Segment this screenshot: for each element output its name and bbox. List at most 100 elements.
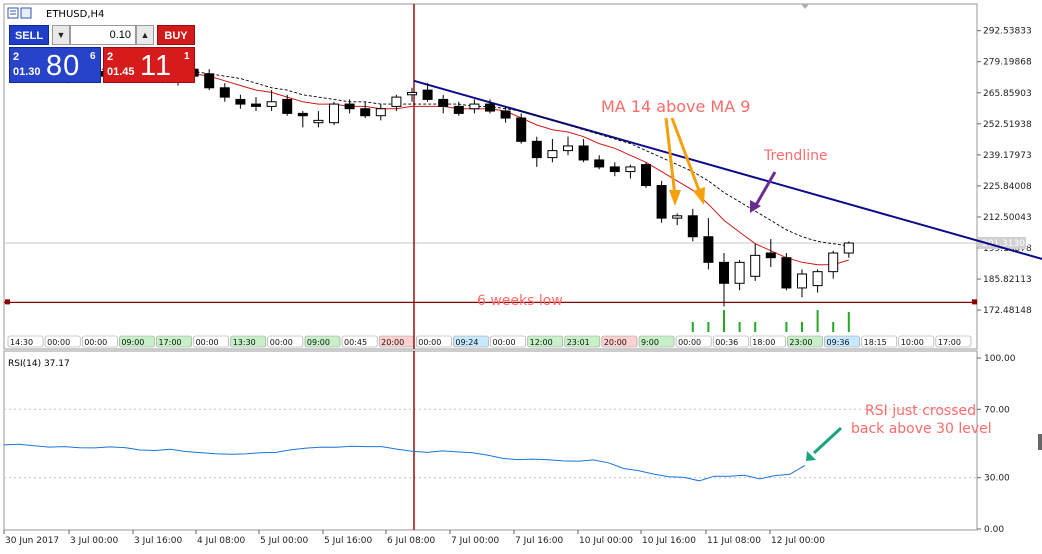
- candle-body: [719, 261, 729, 284]
- ask-price-prefix-top: 2: [107, 51, 114, 63]
- candle: [843, 241, 854, 258]
- candle-body: [266, 101, 277, 107]
- lot-size-input[interactable]: [70, 25, 136, 45]
- candle: [563, 136, 573, 156]
- candle-body: [563, 145, 573, 152]
- time-tick-label: 5 Jul 00:00: [260, 536, 309, 546]
- time-strip-chip: [638, 335, 675, 348]
- time-tick-label: 10 Jul 16:00: [642, 536, 696, 546]
- candle-body: [578, 145, 589, 161]
- candle: [609, 162, 620, 177]
- candle: [750, 243, 761, 281]
- ask-price-superscript: 1: [184, 51, 190, 62]
- teal-arrow: [806, 426, 843, 461]
- candle: [485, 99, 495, 114]
- time-strip-label: 00:45: [344, 338, 367, 347]
- candle: [516, 113, 527, 144]
- candle-body: [516, 117, 527, 142]
- triangle-up-icon: ▲: [140, 30, 150, 40]
- candle-body: [641, 164, 651, 187]
- candle-body: [531, 140, 542, 159]
- sell-button[interactable]: SELL: [9, 25, 49, 45]
- time-strip-chip: [156, 335, 192, 348]
- candle-body: [765, 252, 776, 259]
- time-tick-label: 3 Jul 00:00: [70, 536, 119, 546]
- panel-resize-handle[interactable]: [1038, 434, 1042, 450]
- candle: [282, 94, 293, 116]
- candle: [687, 208, 698, 242]
- price-tick-label: 252.51938: [983, 120, 1032, 130]
- one-click-trading-marker: [801, 4, 809, 9]
- candle-body: [375, 108, 386, 117]
- rsi-axis: 100.00 70.00 30.00 0.00: [4, 354, 1016, 535]
- candle-body: [625, 166, 636, 173]
- time-strip-chip: [861, 335, 898, 348]
- candle-body: [687, 215, 698, 238]
- time-strip-chip: [527, 335, 564, 348]
- time-strip-label: 14:30: [10, 338, 33, 347]
- bid-price-box[interactable]: 2 01.30 80 6: [9, 47, 101, 83]
- bid-price-prefix-top: 2: [13, 51, 20, 63]
- candle-body: [422, 89, 433, 100]
- candle-body: [703, 236, 714, 263]
- time-strip-label: 23:01: [567, 338, 590, 347]
- orange-arrow-1: [664, 117, 681, 206]
- candle: [703, 218, 714, 270]
- ask-price-box[interactable]: 2 01.45 11 1: [103, 47, 195, 83]
- candle-body: [251, 103, 261, 107]
- candle-body: [438, 98, 449, 107]
- candle: [407, 87, 417, 102]
- price-axis: 292.53833 279.19868 265.85903 252.51938 239.…: [4, 27, 1032, 316]
- time-strip-label: 9:00: [641, 338, 659, 347]
- candle-body: [812, 271, 823, 287]
- time-strip-label: 17:00: [158, 338, 181, 347]
- candle: [547, 138, 558, 163]
- candle-body: [609, 166, 620, 173]
- time-strip-chip: [267, 335, 304, 348]
- time-strip-chip: [712, 335, 749, 348]
- time-strip-label: 00:00: [678, 338, 701, 347]
- lot-decrease-button[interactable]: ▼: [52, 25, 70, 45]
- rsi-tick-label: 0.00: [984, 525, 1004, 535]
- lot-increase-button[interactable]: ▲: [136, 25, 154, 45]
- candle: [797, 269, 807, 298]
- time-strip-label: 00:00: [47, 338, 70, 347]
- rsi-annotation-line-2: back above 30 level: [851, 421, 992, 437]
- rsi-tick-label: 70.00: [984, 405, 1010, 415]
- time-tick-label: 6 Jul 08:00: [387, 536, 436, 546]
- time-tick-label: 11 Jul 08:00: [707, 536, 761, 546]
- candle: [594, 155, 605, 170]
- price-tick-label: 225.84008: [983, 182, 1032, 192]
- time-strip-label: 20:00: [604, 338, 627, 347]
- candle-body: [843, 242, 854, 254]
- time-strip-label: 23:00: [789, 338, 812, 347]
- candle: [391, 94, 402, 112]
- candle: [313, 111, 324, 128]
- rsi-title: RSI(14) 37.17: [8, 359, 70, 369]
- time-strip-chip: [750, 335, 786, 348]
- triangle-down-icon: ▼: [56, 30, 66, 40]
- time-strip-chip: [564, 335, 601, 348]
- buy-button[interactable]: BUY: [157, 25, 195, 45]
- time-strip-label: 00:36: [715, 338, 738, 347]
- time-strip-chip: [415, 335, 452, 348]
- candle: [531, 136, 542, 167]
- candle: [641, 162, 651, 188]
- one-click-trading-panel: SELL ▼ ▲ BUY 2 01.30 80 6 2 01.45 11 1: [9, 25, 195, 83]
- candle: [500, 106, 511, 123]
- candle-body: [313, 119, 324, 124]
- candle-body: [235, 98, 246, 105]
- candle-body: [500, 110, 511, 119]
- candle-body: [282, 98, 293, 114]
- time-strip-chip: [675, 335, 712, 348]
- candle-body: [360, 108, 371, 117]
- time-strip-label: 12:00: [530, 338, 553, 347]
- ma-crossover-annotation: MA 14 above MA 9: [601, 97, 750, 116]
- time-tick-label: 5 Jul 16:00: [324, 536, 373, 546]
- time-strip-chip: [44, 335, 81, 348]
- candle: [672, 213, 683, 226]
- candle-body: [547, 150, 558, 159]
- time-strip-label: 09:24: [455, 338, 478, 347]
